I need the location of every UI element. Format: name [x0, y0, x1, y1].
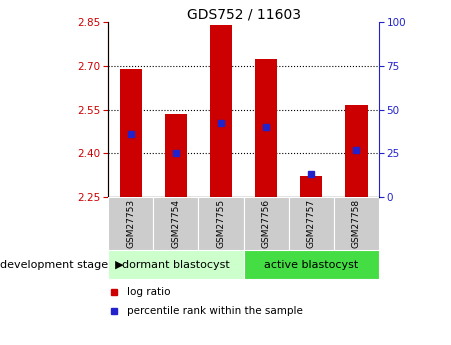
Bar	[165, 114, 187, 197]
Bar	[153, 197, 198, 250]
Text: development stage  ▶: development stage ▶	[0, 260, 124, 270]
Text: GSM27755: GSM27755	[216, 199, 226, 248]
Bar	[334, 197, 379, 250]
Text: active blastocyst: active blastocyst	[264, 260, 358, 270]
Text: GSM27758: GSM27758	[352, 199, 361, 248]
Bar	[345, 105, 368, 197]
Title: GDS752 / 11603: GDS752 / 11603	[187, 7, 300, 21]
Bar	[108, 250, 244, 279]
Bar	[244, 197, 289, 250]
Bar	[255, 59, 277, 197]
Bar	[300, 176, 322, 197]
Bar	[210, 25, 232, 197]
Text: percentile rank within the sample: percentile rank within the sample	[127, 306, 303, 316]
Text: GSM27757: GSM27757	[307, 199, 316, 248]
Text: GSM27753: GSM27753	[126, 199, 135, 248]
Bar	[289, 197, 334, 250]
Text: GSM27754: GSM27754	[171, 199, 180, 248]
Bar	[108, 197, 153, 250]
Text: GSM27756: GSM27756	[262, 199, 271, 248]
Text: log ratio: log ratio	[127, 287, 170, 297]
Text: dormant blastocyst: dormant blastocyst	[122, 260, 230, 270]
Bar	[244, 250, 379, 279]
Bar	[120, 69, 142, 197]
Bar	[198, 197, 244, 250]
